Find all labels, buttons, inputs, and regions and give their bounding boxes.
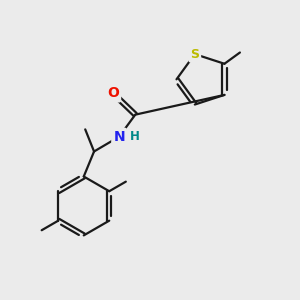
Text: S: S (190, 48, 199, 61)
Text: N: N (113, 130, 125, 144)
Text: H: H (130, 130, 139, 143)
Text: O: O (107, 86, 119, 100)
